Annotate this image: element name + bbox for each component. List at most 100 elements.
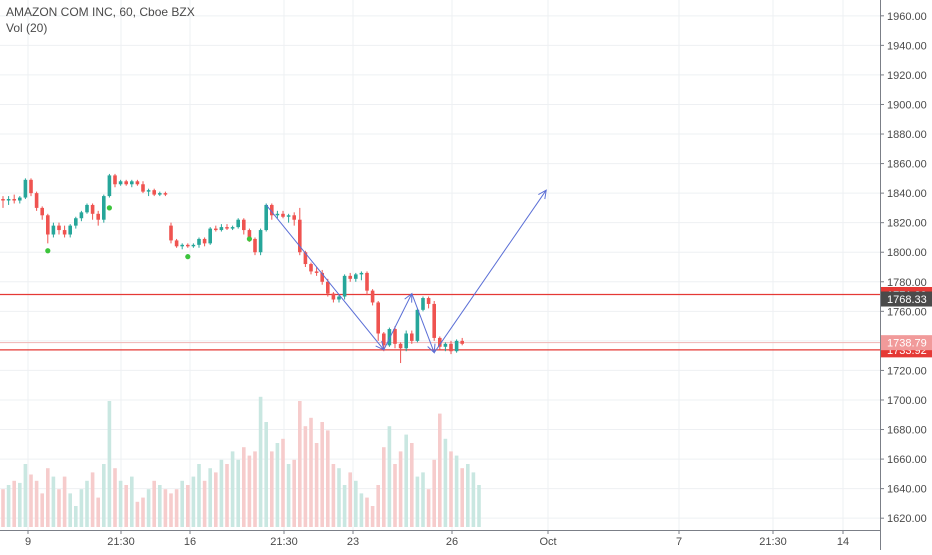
candle-body bbox=[443, 343, 448, 347]
signal-marker bbox=[185, 254, 191, 260]
candle-body bbox=[292, 215, 296, 220]
candle-body bbox=[1, 199, 5, 201]
price-badge-label: 1768.33 bbox=[887, 294, 927, 306]
candle-body bbox=[219, 227, 224, 231]
x-tick-label: 21:30 bbox=[759, 536, 787, 548]
candle-body bbox=[258, 230, 263, 253]
volume-bar bbox=[141, 497, 145, 527]
volume-bar bbox=[342, 485, 347, 527]
volume-bar bbox=[135, 501, 140, 527]
volume-bar bbox=[449, 451, 453, 527]
candle-body bbox=[34, 193, 39, 208]
volume-bar bbox=[281, 438, 285, 527]
volume-bar bbox=[130, 476, 134, 527]
volume-bar bbox=[90, 472, 95, 527]
candle-body bbox=[62, 230, 67, 235]
volume-bar bbox=[169, 493, 173, 527]
annotation-arrow-segment[interactable] bbox=[411, 293, 435, 353]
candle-body bbox=[163, 193, 168, 195]
candle-body bbox=[225, 227, 229, 229]
candle-body bbox=[326, 281, 330, 294]
annotation-arrow-segment[interactable] bbox=[433, 189, 547, 353]
price-scale[interactable] bbox=[880, 0, 932, 550]
volume-bar bbox=[163, 489, 168, 527]
candle-body bbox=[342, 275, 347, 297]
volume-bar bbox=[247, 455, 252, 527]
candle-body bbox=[174, 240, 179, 247]
volume-bar bbox=[376, 485, 380, 527]
annotation-arrow-segment[interactable] bbox=[383, 293, 413, 350]
candle-body bbox=[320, 272, 324, 282]
volume-bar bbox=[410, 443, 414, 527]
y-tick-label: 1940.00 bbox=[887, 40, 927, 52]
candle-body bbox=[426, 298, 431, 304]
candle-body bbox=[29, 179, 33, 194]
y-tick-label: 1820.00 bbox=[887, 218, 927, 230]
annotation-arrow-segment[interactable] bbox=[265, 204, 385, 351]
volume-bar bbox=[432, 459, 436, 527]
volume-bar bbox=[309, 417, 313, 527]
volume-bar bbox=[180, 480, 184, 527]
candle-body bbox=[454, 340, 459, 352]
volume-bar bbox=[236, 459, 240, 527]
volume-bar bbox=[113, 468, 117, 527]
chart-legend: AMAZON COM INC, 60, Cboe BZX Vol (20) bbox=[6, 4, 195, 36]
volume-bar bbox=[40, 493, 44, 527]
volume-bar bbox=[186, 485, 190, 527]
volume-bar bbox=[79, 489, 84, 527]
y-tick-label: 1620.00 bbox=[887, 513, 927, 525]
candle-body bbox=[309, 264, 313, 272]
candle-body bbox=[438, 337, 442, 347]
price-badge bbox=[881, 335, 932, 351]
candle-body bbox=[158, 193, 162, 195]
volume-bar bbox=[359, 493, 364, 527]
candle-body bbox=[74, 218, 78, 226]
candle-body bbox=[303, 252, 308, 265]
volume-bar bbox=[477, 485, 481, 527]
candle-body bbox=[146, 190, 151, 192]
volume-bar bbox=[51, 476, 56, 527]
volume-bar bbox=[348, 472, 352, 527]
volume-bar bbox=[471, 472, 476, 527]
y-tick-label: 1760.00 bbox=[887, 306, 927, 318]
y-tick-label: 1680.00 bbox=[887, 425, 927, 437]
candle-body bbox=[298, 219, 302, 253]
candle-body bbox=[40, 207, 44, 216]
signal-marker bbox=[45, 248, 51, 254]
y-tick-label: 1860.00 bbox=[887, 159, 927, 171]
volume-bar bbox=[124, 485, 128, 527]
volume-bar bbox=[292, 459, 296, 527]
volume-bar bbox=[438, 413, 442, 527]
candle-body bbox=[135, 181, 140, 185]
volume-bar bbox=[415, 476, 420, 527]
candle-body bbox=[421, 298, 425, 310]
volume-indicator-label[interactable]: Vol (20) bbox=[6, 21, 48, 35]
candle-body bbox=[197, 238, 201, 245]
volume-bar bbox=[398, 451, 403, 527]
candle-body bbox=[118, 181, 123, 185]
volume-bar bbox=[219, 459, 224, 527]
candle-body bbox=[432, 303, 436, 338]
candle-body bbox=[51, 225, 56, 235]
volume-bar bbox=[303, 426, 308, 527]
volume-bar bbox=[365, 497, 369, 527]
candle-body bbox=[180, 244, 184, 247]
candle-body bbox=[236, 219, 240, 228]
volume-bar bbox=[426, 489, 431, 527]
time-scale[interactable] bbox=[0, 530, 880, 550]
price-badge-label: 1738.79 bbox=[887, 338, 927, 350]
candle-body bbox=[460, 340, 464, 344]
candle-body bbox=[314, 271, 319, 273]
volume-bar bbox=[152, 480, 156, 527]
annotation-arrowhead bbox=[538, 189, 547, 200]
symbol-title: AMAZON COM INC, 60, Cboe BZX bbox=[6, 5, 195, 19]
volume-bar bbox=[275, 443, 280, 527]
candle-body bbox=[410, 333, 414, 341]
candle-body bbox=[186, 244, 190, 247]
y-tick-label: 1880.00 bbox=[887, 129, 927, 141]
volume-bar bbox=[387, 426, 392, 527]
volume-bar bbox=[12, 480, 16, 527]
volume-bar bbox=[214, 472, 218, 527]
